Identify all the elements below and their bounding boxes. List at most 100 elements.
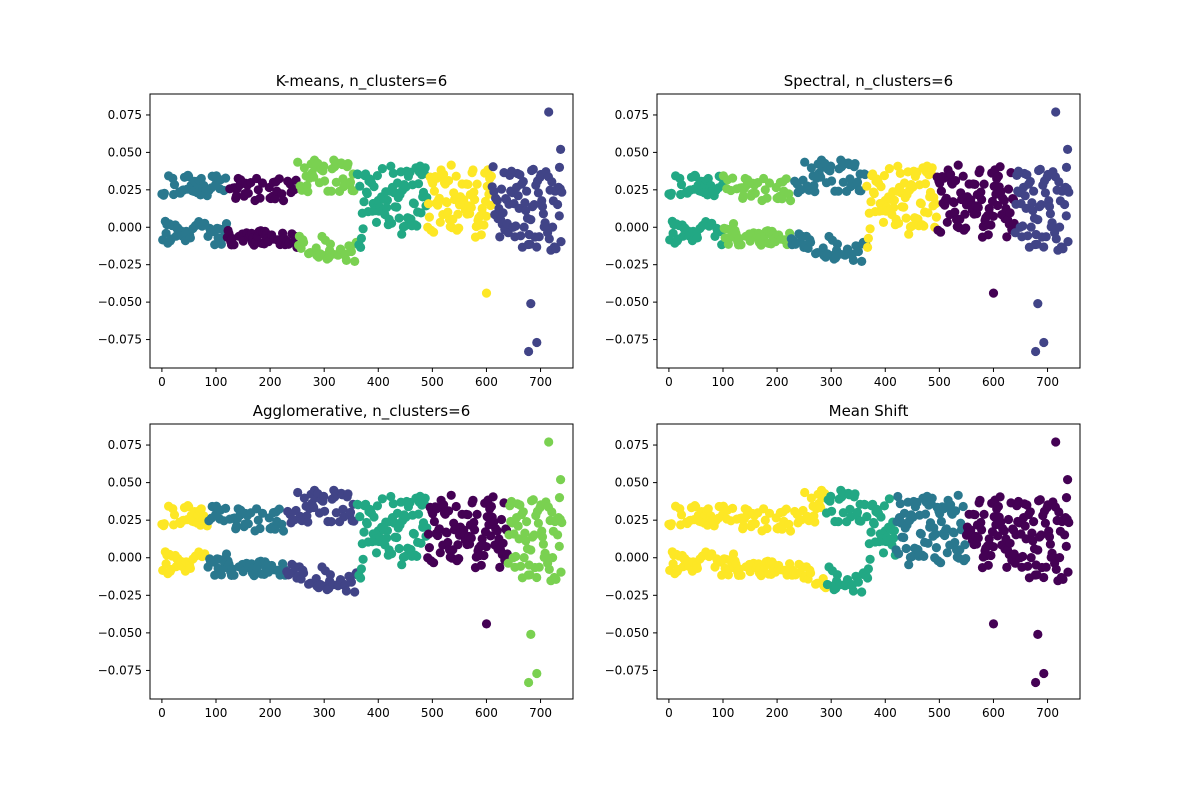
data-point — [899, 532, 909, 543]
outlier-point — [1033, 629, 1043, 640]
axes-frame — [149, 93, 574, 369]
data-point — [481, 542, 491, 552]
data-point — [544, 234, 554, 244]
outlier-point — [481, 288, 492, 298]
data-point — [392, 532, 402, 543]
data-point — [486, 531, 496, 541]
data-point — [703, 173, 713, 184]
y-tick-label: −0.075 — [605, 663, 649, 677]
data-point — [785, 526, 796, 536]
data-point — [958, 501, 968, 512]
data-point — [878, 217, 889, 227]
data-point — [392, 202, 402, 212]
data-point — [519, 553, 529, 563]
data-point — [728, 173, 738, 183]
data-point — [979, 509, 989, 519]
outlier-point — [1063, 475, 1073, 485]
data-point — [538, 539, 549, 549]
data-point — [916, 199, 926, 209]
data-point — [424, 543, 434, 553]
data-point — [976, 187, 986, 197]
data-point — [528, 164, 538, 174]
data-point — [728, 219, 739, 229]
data-point — [884, 494, 895, 504]
data-point — [863, 564, 874, 574]
data-point — [850, 159, 860, 169]
data-point — [529, 200, 539, 210]
data-point — [942, 548, 952, 558]
data-point — [382, 203, 392, 213]
data-point — [243, 188, 253, 198]
data-point — [496, 184, 507, 194]
data-point — [196, 173, 206, 184]
x-tick-label: 300 — [820, 706, 843, 720]
data-point — [476, 560, 486, 570]
data-point — [387, 218, 397, 228]
outlier-point — [526, 629, 536, 640]
y-tick-label: 0.025 — [108, 513, 142, 527]
data-point — [810, 517, 820, 527]
data-point — [221, 219, 232, 229]
data-point — [848, 586, 859, 596]
data-point — [522, 517, 532, 527]
data-point — [320, 176, 330, 186]
data-point — [953, 160, 963, 170]
data-point — [472, 509, 482, 519]
data-point — [1023, 231, 1033, 241]
data-point — [386, 161, 396, 171]
data-point — [303, 187, 313, 197]
data-point — [169, 510, 180, 520]
data-point — [495, 562, 505, 573]
x-tick-label: 500 — [421, 375, 444, 389]
outlier-point — [1061, 162, 1072, 172]
data-point — [528, 495, 538, 505]
data-point — [429, 558, 439, 568]
data-point — [439, 500, 449, 510]
data-point — [853, 577, 864, 587]
data-point — [950, 207, 960, 217]
data-point — [358, 554, 368, 564]
outlier-point — [1031, 677, 1041, 688]
data-point — [210, 570, 220, 580]
data-point — [518, 176, 528, 187]
data-point — [416, 208, 426, 218]
outlier-point — [988, 288, 999, 298]
data-point — [551, 244, 561, 254]
data-points — [157, 107, 567, 357]
outlier-point — [1051, 437, 1061, 447]
data-point — [1023, 561, 1033, 571]
y-tick-label: 0.000 — [108, 220, 142, 234]
data-point — [413, 179, 424, 189]
data-point — [387, 549, 397, 559]
data-point — [1028, 205, 1038, 216]
outlier-point — [524, 677, 534, 688]
data-point — [1058, 574, 1068, 585]
data-point — [369, 512, 379, 522]
data-point — [382, 195, 392, 205]
y-tick-label: 0.050 — [615, 476, 649, 490]
data-point — [993, 501, 1004, 512]
data-point — [520, 198, 530, 208]
outlier-point — [481, 619, 492, 629]
data-point — [816, 502, 826, 513]
data-point — [446, 160, 456, 170]
data-point — [299, 237, 309, 247]
data-point — [423, 529, 434, 539]
data-point — [1026, 222, 1036, 232]
data-point — [479, 550, 489, 561]
chart-title: K-means, n_clusters=6 — [276, 72, 448, 91]
data-point — [557, 517, 567, 528]
data-point — [862, 181, 872, 191]
data-point — [676, 510, 687, 520]
data-point — [977, 525, 987, 535]
data-point — [511, 221, 521, 231]
data-point — [159, 188, 169, 198]
data-point — [1020, 521, 1030, 531]
data-point — [750, 188, 760, 198]
data-point — [983, 230, 993, 240]
data-point — [1002, 232, 1012, 242]
data-point — [853, 246, 864, 257]
data-point — [666, 188, 677, 198]
